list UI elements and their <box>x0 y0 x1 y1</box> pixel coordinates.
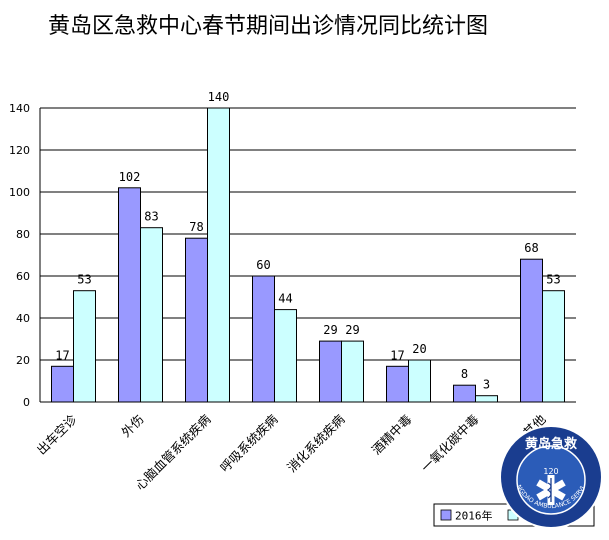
y-tick-label: 120 <box>9 144 30 157</box>
bar-series-1 <box>520 258 543 403</box>
x-category-label: 酒精中毒 <box>369 412 415 458</box>
bar-series-2 <box>140 227 163 403</box>
data-label: 140 <box>208 90 230 104</box>
bar-series-1 <box>319 340 342 403</box>
x-category-label: 出车空诊 <box>34 411 80 457</box>
data-label: 20 <box>412 342 426 356</box>
x-category-label: 呼吸系统疾病 <box>217 412 281 476</box>
y-tick-label: 60 <box>16 270 30 283</box>
bar-series-1 <box>51 365 74 403</box>
logo-number: 120 <box>543 467 558 476</box>
logo-top-text: 黄岛急救 <box>525 436 577 452</box>
y-tick-label: 100 <box>9 186 30 199</box>
y-tick-labels: 0 20 40 60 80 100 120 140 <box>9 102 30 409</box>
bar-series-1 <box>118 187 141 403</box>
x-category-label: 一氧化碳中毒 <box>418 412 482 476</box>
logo-bottom-text: QINGDAO AMBULANCE SERVICE <box>0 0 587 510</box>
bars <box>51 107 565 403</box>
data-label: 78 <box>189 220 203 234</box>
bar-series-2 <box>73 290 96 403</box>
data-label: 53 <box>77 273 91 287</box>
bar-series-2 <box>475 395 498 403</box>
chart-title: 黄岛区急救中心春节期间出诊情况同比统计图 <box>48 14 488 39</box>
bar-series-1 <box>185 237 208 403</box>
data-label: 3 <box>483 378 490 392</box>
data-label: 29 <box>323 323 337 337</box>
bar-series-2 <box>341 340 364 403</box>
data-label: 68 <box>524 241 538 255</box>
bar-series-1 <box>252 275 275 403</box>
data-label: 8 <box>461 367 468 381</box>
x-category-label: 消化系统疾病 <box>284 412 348 476</box>
bar-series-1 <box>386 365 409 403</box>
data-label: 60 <box>256 258 270 272</box>
data-label: 102 <box>119 170 141 184</box>
y-tick-label: 140 <box>9 102 30 115</box>
bar-series-2 <box>542 290 565 403</box>
data-label: 83 <box>144 210 158 224</box>
legend-label-series-1: 2016年 <box>455 509 493 523</box>
data-label: 17 <box>55 348 69 362</box>
bar-series-2 <box>274 309 297 403</box>
legend-swatch-series-1 <box>440 509 452 521</box>
y-tick-label: 40 <box>16 312 30 325</box>
star-of-life-icon <box>536 475 566 505</box>
x-category-label: 外伤 <box>118 412 146 440</box>
y-tick-label: 80 <box>16 228 30 241</box>
data-label: 53 <box>546 273 560 287</box>
data-label: 17 <box>390 348 404 362</box>
bar-series-2 <box>408 359 431 403</box>
y-tick-label: 20 <box>16 354 30 367</box>
data-label: 29 <box>345 323 359 337</box>
bar-series-1 <box>453 384 476 403</box>
bar-series-2 <box>207 107 230 403</box>
data-label: 44 <box>278 292 292 306</box>
y-tick-label: 0 <box>23 396 30 409</box>
